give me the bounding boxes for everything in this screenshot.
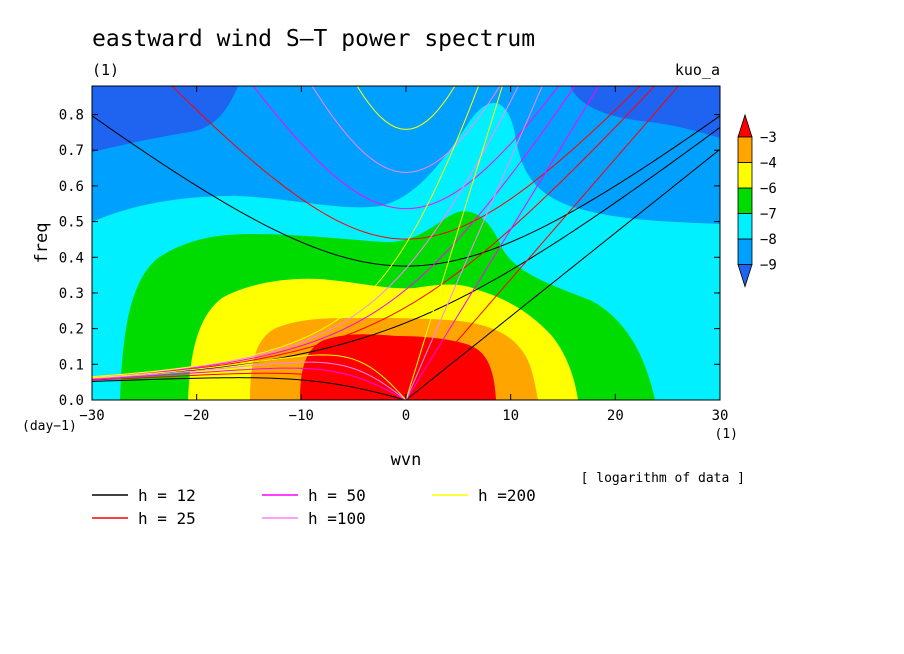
chart-title: eastward wind S–T power spectrum xyxy=(92,26,535,52)
y-axis: 0.0 0.1 0.2 0.3 0.4 0.5 0.6 0.7 0.8 xyxy=(59,108,720,409)
legend-label: h =100 xyxy=(308,509,366,528)
x-axis: −30 −20 −10 0 10 20 30 xyxy=(79,86,728,424)
inertia-gravity-curve xyxy=(252,86,560,210)
mrg-curve xyxy=(92,86,480,378)
contour-region-dark-right xyxy=(570,86,720,138)
y-tick-label: 0.4 xyxy=(59,250,84,266)
chart-subtitle-left: (1) xyxy=(92,61,119,79)
x-tick-label: −20 xyxy=(184,408,209,424)
contour-region-red xyxy=(300,334,496,400)
y-tick-label: 0.3 xyxy=(59,286,84,302)
colorbar-swatch xyxy=(737,136,753,163)
colorbar-label: −8 xyxy=(760,232,777,248)
y-tick-label: 0.8 xyxy=(59,108,84,124)
dispersion-curves xyxy=(92,86,720,400)
chart-subtitle-right: kuo_a xyxy=(675,61,720,79)
y-axis-label: freq xyxy=(32,223,52,264)
colorbar-swatch xyxy=(737,187,753,214)
colorbar: −3 −4 −6 −7 −8 −9 xyxy=(737,113,777,288)
rossby-curve xyxy=(92,354,407,400)
kelvin-curve xyxy=(405,86,503,400)
colorbar-label: −3 xyxy=(760,130,777,146)
x-tick-label: −30 xyxy=(79,408,104,424)
colorbar-label: −9 xyxy=(760,258,777,274)
colorbar-label: −7 xyxy=(760,207,777,223)
contour-region-dark-left xyxy=(92,86,238,152)
kelvin-curve xyxy=(405,86,600,400)
rossby-curve xyxy=(92,377,407,400)
legend-label: h =200 xyxy=(478,486,536,505)
y-tick-label: 0.0 xyxy=(59,393,84,409)
kelvin-curve xyxy=(405,86,543,400)
kelvin-curve xyxy=(405,86,680,400)
x-tick-label: 0 xyxy=(402,408,410,424)
y-tick-label: 0.1 xyxy=(59,357,84,373)
colorbar-swatch xyxy=(737,238,753,265)
legend-label: h = 25 xyxy=(138,509,196,528)
inertia-gravity-curve xyxy=(356,86,456,130)
mrg-curve xyxy=(92,126,720,379)
kelvin-curve xyxy=(405,148,720,400)
colorbar-swatch xyxy=(737,162,753,189)
plot-area xyxy=(92,86,720,400)
colorbar-label: −4 xyxy=(760,156,777,172)
mrg-curve xyxy=(92,86,519,378)
x-axis-label: wvn xyxy=(391,450,422,470)
y-tick-label: 0.7 xyxy=(59,143,84,159)
colorbar-label: −6 xyxy=(760,181,777,197)
colorbar-swatch xyxy=(737,213,753,240)
legend-label: h = 50 xyxy=(308,486,366,505)
inertia-gravity-curve xyxy=(171,86,641,240)
legend-label: h = 12 xyxy=(138,486,196,505)
rossby-curve xyxy=(92,367,407,400)
inertia-gravity-curve xyxy=(92,115,720,267)
data-note: [ logarithm of data ] xyxy=(581,471,745,486)
x-tick-label: 10 xyxy=(502,408,519,424)
x-tick-label: 30 xyxy=(712,408,729,424)
y-axis-units: (day−1) xyxy=(22,419,77,434)
rossby-curve xyxy=(92,372,407,400)
y-tick-label: 0.5 xyxy=(59,215,84,231)
x-axis-units: (1) xyxy=(715,427,738,442)
y-tick-label: 0.6 xyxy=(59,179,84,195)
mrg-curve xyxy=(92,86,576,378)
y-tick-label: 0.2 xyxy=(59,322,84,338)
colorbar-arrow-bottom xyxy=(737,264,753,288)
x-tick-label: −10 xyxy=(289,408,314,424)
legend: h = 12 h = 25 h = 50 h =100 h =200 xyxy=(92,486,536,528)
colorbar-arrow-top xyxy=(737,113,753,138)
mrg-curve xyxy=(92,86,656,379)
inertia-gravity-curve xyxy=(311,86,501,173)
x-tick-label: 20 xyxy=(607,408,624,424)
rossby-curve xyxy=(92,361,407,400)
